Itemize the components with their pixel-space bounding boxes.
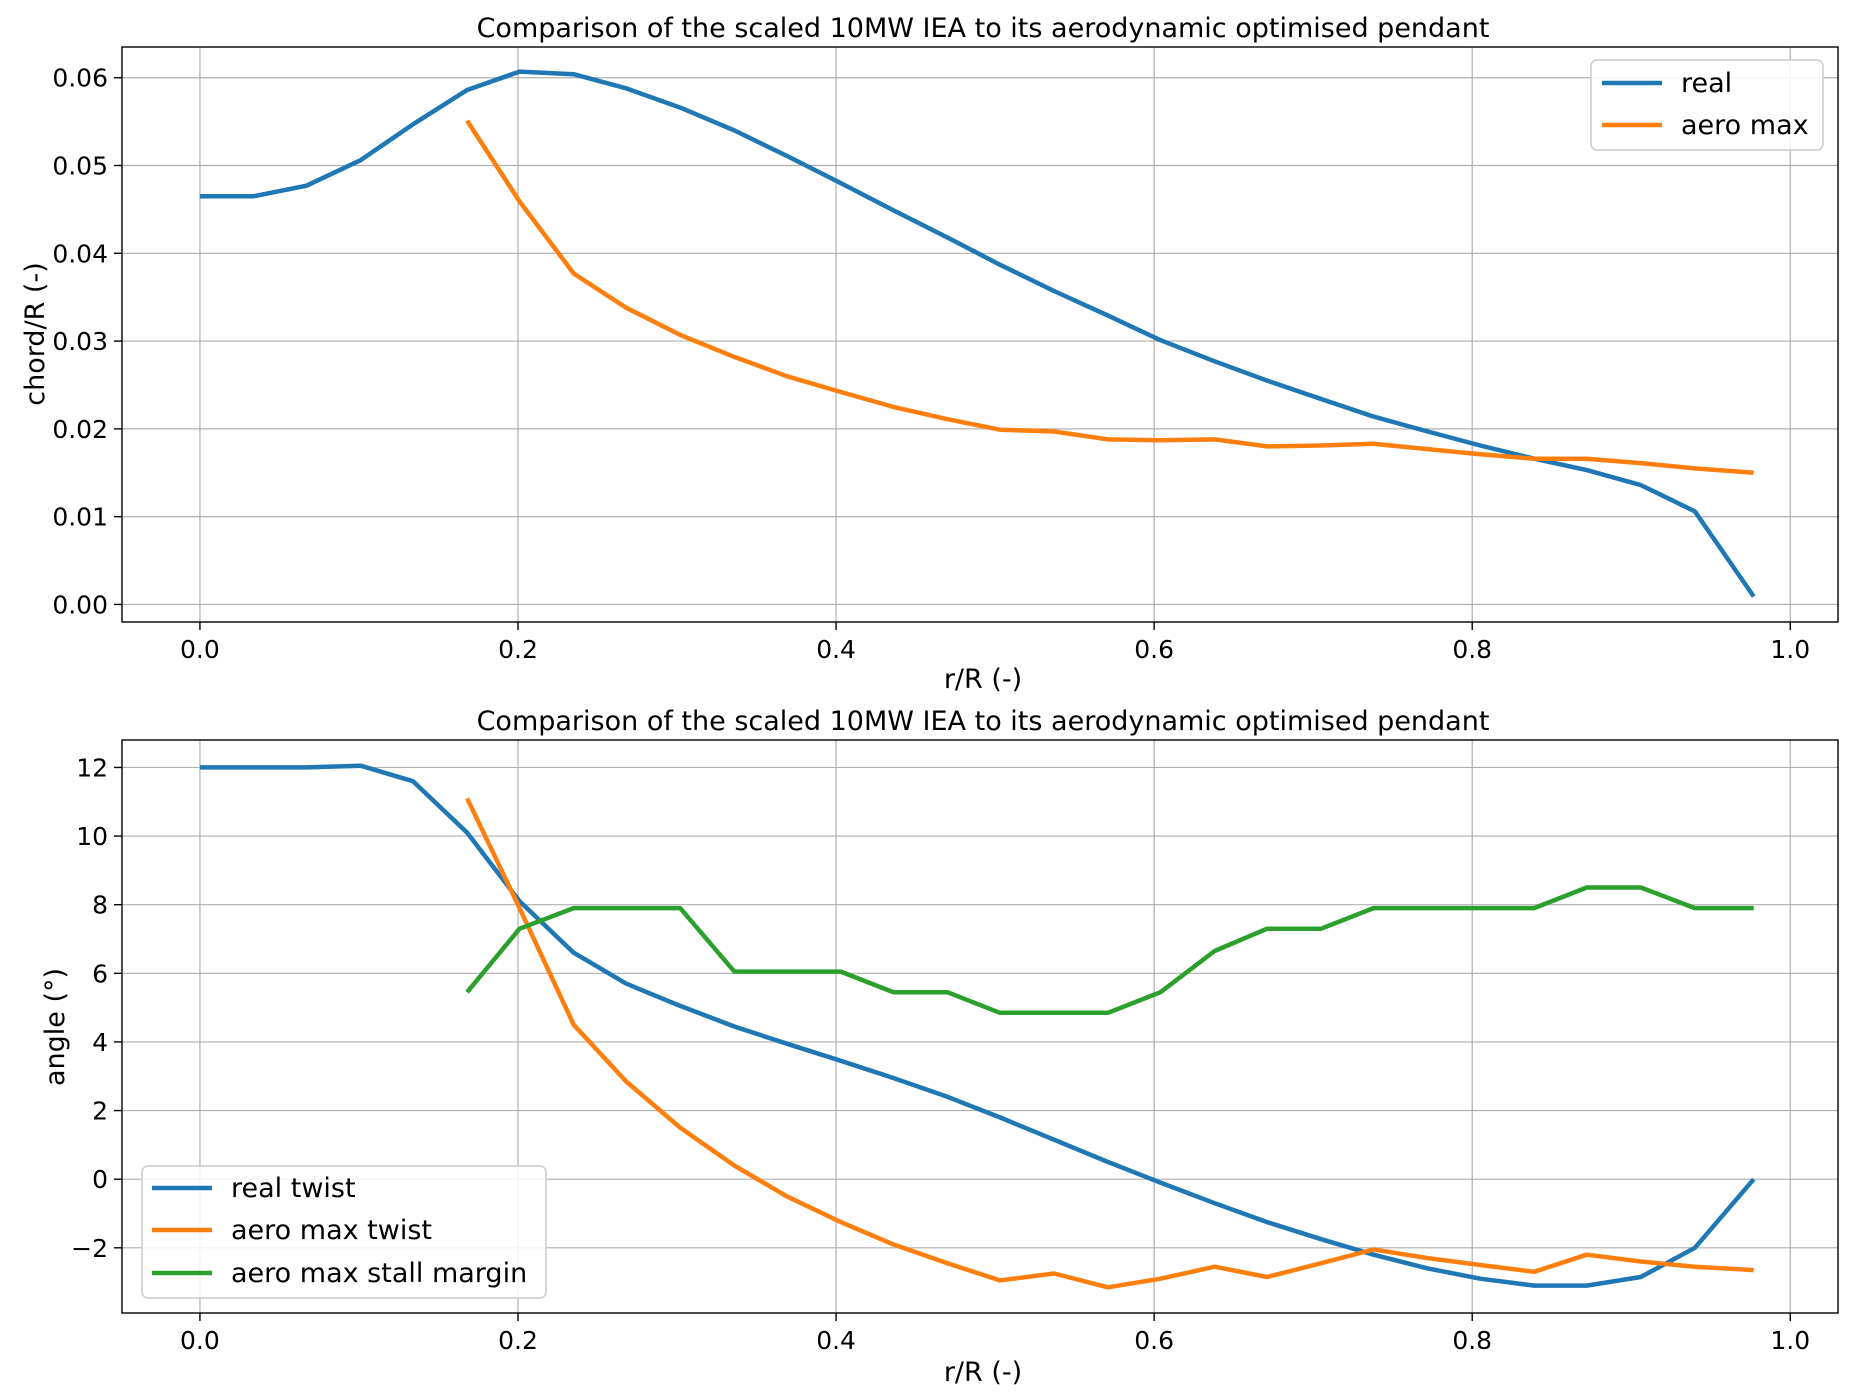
angle-series xyxy=(199,763,1756,1290)
legend-label-aero-max-twist: aero max twist xyxy=(231,1215,432,1246)
angle-x-tick-label: 0.2 xyxy=(498,1326,538,1355)
legend-label-aero-max-stall-margin: aero max stall margin xyxy=(231,1258,527,1289)
angle-y-tick-label: 2 xyxy=(92,1097,108,1126)
angle-x-tick-label: 0.8 xyxy=(1452,1326,1492,1355)
legend-label-real-twist: real twist xyxy=(231,1173,356,1204)
series-line-aero-max-twist xyxy=(465,797,1754,1290)
chord-x-tick-label: 1.0 xyxy=(1770,635,1810,664)
chord-x-tick-label: 0.2 xyxy=(498,635,538,664)
chord-subplot: Comparison of the scaled 10MW IEA to its… xyxy=(20,13,1839,695)
angle-y-tick-label: 4 xyxy=(92,1028,108,1057)
angle-y-tick-label: 12 xyxy=(76,753,108,782)
chord-series xyxy=(199,69,1756,598)
legend-label-aero-max: aero max xyxy=(1681,110,1809,141)
chord-y-tick-label: 0.01 xyxy=(52,503,108,532)
chord-ticks: 0.0 0.2 0.4 0.6 0.8 1.0 0.00 0.01 0.02 0.03 0.04 0.… xyxy=(52,64,1810,664)
chord-y-tick-label: 0.05 xyxy=(52,152,108,181)
chord-y-tick-label: 0.06 xyxy=(52,64,108,93)
chord-x-tick-label: 0.6 xyxy=(1134,635,1174,664)
angle-y-tick-label: 8 xyxy=(92,891,108,920)
chord-legend: real aero max xyxy=(1590,59,1824,151)
angle-y-tick-label: 10 xyxy=(76,822,108,851)
angle-legend: real twist aero max twist aero max stall… xyxy=(141,1165,547,1299)
angle-y-axis-label: angle (°) xyxy=(40,968,71,1086)
chord-y-tick-label: 0.02 xyxy=(52,415,108,444)
angle-chart-title: Comparison of the scaled 10MW IEA to its… xyxy=(477,706,1490,737)
angle-legend-box xyxy=(141,1165,547,1299)
chord-y-tick-label: 0.03 xyxy=(52,327,108,356)
angle-x-tick-label: 0.4 xyxy=(816,1326,856,1355)
angle-y-tick-label: −2 xyxy=(71,1234,108,1263)
chord-x-tick-label: 0.8 xyxy=(1452,635,1492,664)
angle-y-tick-label: 6 xyxy=(92,959,108,988)
series-line-real-twist xyxy=(199,763,1756,1288)
chord-x-axis-label: r/R (-) xyxy=(944,664,1022,695)
chord-chart-title: Comparison of the scaled 10MW IEA to its… xyxy=(477,13,1490,44)
chord-y-tick-label: 0.00 xyxy=(52,590,108,619)
angle-ticks: 0.0 0.2 0.4 0.6 0.8 1.0 −2 0 2 4 6 8 10 12 xyxy=(71,753,1810,1355)
chord-gridlines xyxy=(122,47,1838,622)
chord-x-tick-label: 0.0 xyxy=(180,635,220,664)
chord-plot-frame xyxy=(121,46,1839,623)
series-line-aero-max-stall-margin xyxy=(465,885,1754,1016)
legend-label-real: real xyxy=(1681,68,1732,99)
angle-plot-frame xyxy=(121,739,1839,1314)
chord-y-axis-label: chord/R (-) xyxy=(20,262,51,406)
angle-x-axis-label: r/R (-) xyxy=(944,1357,1022,1388)
chord-y-tick-label: 0.04 xyxy=(52,239,108,268)
series-line-aero-max xyxy=(465,119,1754,476)
angle-subplot: Comparison of the scaled 10MW IEA to its… xyxy=(40,706,1839,1388)
angle-x-tick-label: 0.6 xyxy=(1134,1326,1174,1355)
angle-x-tick-label: 1.0 xyxy=(1770,1326,1810,1355)
chord-x-tick-label: 0.4 xyxy=(816,635,856,664)
series-line-real xyxy=(199,69,1756,598)
angle-y-tick-label: 0 xyxy=(92,1165,108,1194)
angle-x-tick-label: 0.0 xyxy=(180,1326,220,1355)
